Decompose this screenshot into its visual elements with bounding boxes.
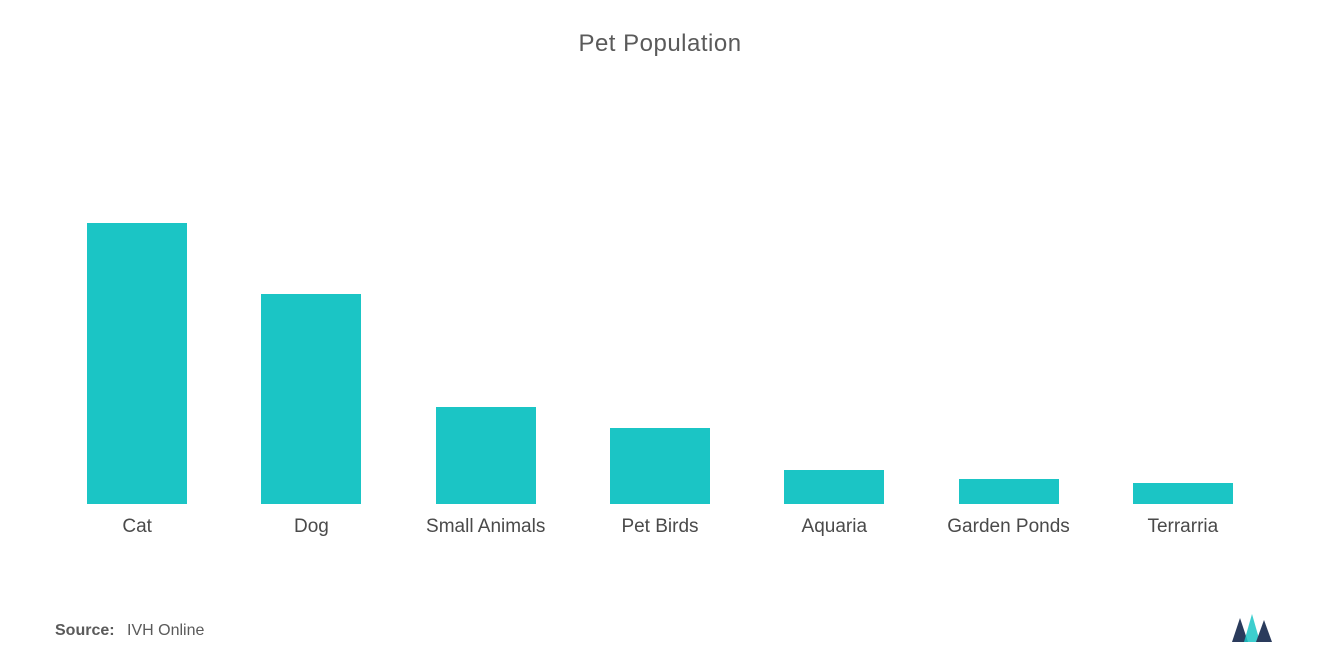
source-label: Source: xyxy=(55,622,115,639)
bar-label: Terrarria xyxy=(1147,516,1218,538)
bar xyxy=(959,479,1059,504)
bar xyxy=(436,407,536,504)
bar-group: Cat xyxy=(58,78,216,538)
bar-label: Garden Ponds xyxy=(947,516,1070,538)
bar-label: Small Animals xyxy=(426,516,545,538)
bar-label: Pet Birds xyxy=(621,516,698,538)
chart-title: Pet Population xyxy=(40,30,1280,58)
bar-group: Garden Ponds xyxy=(929,78,1087,538)
source-text: IVH Online xyxy=(127,622,204,639)
bar-group: Small Animals xyxy=(407,78,565,538)
bar-group: Terrarria xyxy=(1104,78,1262,538)
bar xyxy=(610,428,710,504)
bar xyxy=(784,470,884,504)
bar-group: Dog xyxy=(232,78,390,538)
bar-group: Aquaria xyxy=(755,78,913,538)
bar-label: Aquaria xyxy=(802,516,868,538)
chart-area: Cat Dog Small Animals Pet Birds Aquaria Garde… xyxy=(40,78,1280,538)
source-line: Source: IVH Online xyxy=(55,622,204,640)
bar-label: Cat xyxy=(122,516,152,538)
logo-icon xyxy=(1230,610,1280,645)
bar xyxy=(87,223,187,504)
bar xyxy=(1133,483,1233,504)
bar-label: Dog xyxy=(294,516,329,538)
bar-group: Pet Birds xyxy=(581,78,739,538)
chart-container: Pet Population Cat Dog Small Animals Pet Bi… xyxy=(0,0,1320,665)
bar xyxy=(261,294,361,504)
